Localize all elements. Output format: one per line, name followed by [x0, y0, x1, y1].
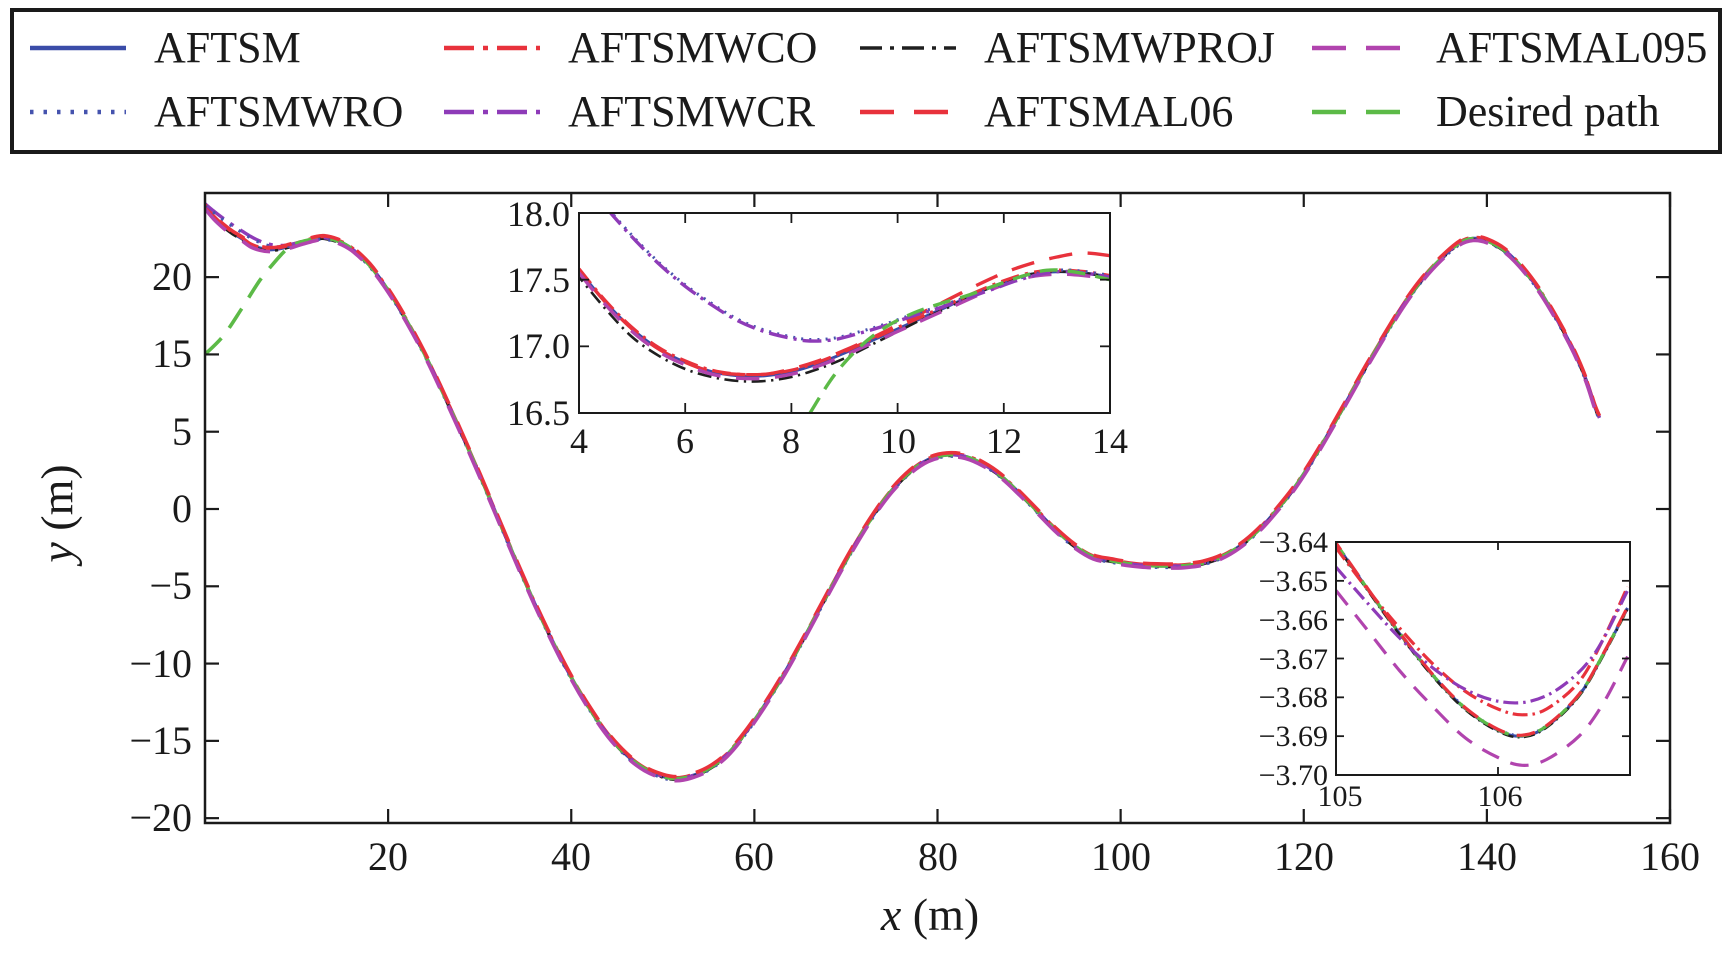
y-axis-label: y (m)	[31, 434, 84, 594]
inset-top-x-tick-label: 14	[1092, 421, 1128, 461]
y-tick-label: −15	[129, 718, 192, 763]
inset-bottom-x-tick-label: 106	[1477, 780, 1523, 813]
legend-item-aftsm: AFTSM	[28, 20, 301, 76]
inset-bottom-x-tick-label: 105	[1317, 780, 1363, 813]
series-aftsmwproj	[206, 206, 1601, 782]
i2-ticks	[1335, 541, 1630, 776]
series-aftsmwcr	[206, 202, 1602, 781]
inset-bottom-y-tick-label: −3.70	[1258, 759, 1328, 792]
inset-bottom-y-tick-label: −3.65	[1258, 565, 1328, 598]
inset-top-y-tick-label: 17.0	[507, 326, 570, 366]
legend-label: AFTSM	[154, 23, 301, 72]
inset-bottom-y-tick-label: −3.66	[1258, 604, 1328, 637]
series-aftsmal06	[580, 251, 1109, 377]
y-tick-label: 5	[172, 409, 192, 454]
desired-path-line-sample-icon	[1312, 109, 1408, 115]
aftsmal095-line-sample-icon	[1312, 45, 1408, 51]
legend-item-aftsmwproj: AFTSMWPROJ	[858, 20, 1275, 76]
x-tick-label: 40	[551, 834, 591, 879]
inset-top-x-tick-label: 10	[880, 421, 916, 461]
y-tick-label: 15	[152, 331, 192, 376]
aftsmwcr-line-sample-icon	[444, 109, 540, 115]
x-tick-label: 20	[368, 834, 408, 879]
series-aftsmwro	[1337, 543, 1629, 737]
aftsmwproj-line-sample-icon	[860, 46, 956, 50]
series-aftsmwproj	[1337, 544, 1629, 739]
legend-label: Desired path	[1436, 87, 1660, 136]
x-tick-label: 120	[1274, 834, 1334, 879]
inset-top-y-tick-label: 16.5	[507, 393, 570, 433]
legend-label: AFTSMAL095	[1436, 23, 1708, 72]
i2-curves	[1337, 543, 1629, 767]
legend-item-aftsmal095: AFTSMAL095	[1310, 20, 1707, 76]
inset-bottom-y-tick-label: −3.68	[1258, 681, 1328, 714]
inset-bottom-y-tick-label: −3.69	[1258, 720, 1328, 753]
i1-ticks	[578, 212, 1111, 414]
legend-item-aftsmwcr: AFTSMWCR	[442, 84, 815, 140]
series-aftsmwcr	[1337, 566, 1629, 705]
y-tick-label: −10	[129, 641, 192, 686]
legend-item-aftsmwro: AFTSMWRO	[28, 84, 403, 140]
y-tick-label: −5	[149, 563, 192, 608]
legend-item-aftsmwco: AFTSMWCO	[442, 20, 817, 76]
series-aftsmwco	[580, 267, 1109, 377]
aftsmwro-line-sample-icon	[30, 109, 126, 115]
series-desired-path	[808, 268, 1109, 412]
x-axis-variable: x	[880, 889, 902, 940]
legend-label: AFTSMAL06	[984, 87, 1234, 136]
legend-label: AFTSMWPROJ	[984, 23, 1275, 72]
series-aftsm	[1337, 543, 1629, 738]
inset-top-x-tick-label: 6	[676, 421, 694, 461]
legend-label: AFTSMWCO	[568, 23, 818, 72]
aftsmwco-line-sample-icon	[444, 45, 540, 51]
series-aftsm	[206, 205, 1602, 781]
x-tick-label: 160	[1640, 834, 1700, 879]
series-aftsmwco	[1337, 546, 1629, 717]
inset-top-y-tick-label: 17.5	[507, 260, 570, 300]
series-aftsmal095	[580, 271, 1109, 381]
y-axis-unit: (m)	[31, 464, 83, 543]
aftsmal06-line-sample-icon	[860, 109, 956, 115]
i2-frame	[1335, 541, 1631, 776]
series-aftsmwco	[206, 204, 1602, 780]
main-ticks	[205, 193, 1672, 823]
legend-item-desired-path: Desired path	[1310, 84, 1660, 140]
y-tick-label: 20	[152, 254, 192, 299]
x-axis-unit: (m)	[901, 889, 980, 940]
series-aftsmal095	[206, 207, 1602, 783]
y-tick-label: −20	[129, 795, 192, 840]
legend-label: AFTSMWCR	[568, 87, 815, 136]
x-axis-label: x (m)	[881, 888, 979, 941]
legend-box: AFTSM AFTSMWRO AFTSMWCO AFTSMWCR AFTSMWP…	[10, 8, 1722, 154]
series-desired-path	[1337, 543, 1629, 738]
legend-label: AFTSMWRO	[154, 87, 404, 136]
series-aftsmal095	[1337, 589, 1629, 767]
aftsm-line-sample-icon	[30, 45, 126, 51]
inset-top-y-tick-label: 18.0	[507, 194, 570, 234]
inset-top-x-tick-label: 8	[782, 421, 800, 461]
x-tick-label: 60	[734, 834, 774, 879]
series-aftsmwcr	[609, 214, 1109, 343]
series-aftsmal06	[1337, 543, 1629, 737]
y-axis-variable: y	[31, 542, 83, 563]
inset-top-x-tick-label: 12	[986, 421, 1022, 461]
main-frame	[203, 191, 1672, 825]
legend-item-aftsmal06: AFTSMAL06	[858, 84, 1233, 140]
inset-bottom-y-tick-label: −3.67	[1258, 643, 1328, 676]
series-aftsmal06	[206, 203, 1602, 779]
y-tick-label: 0	[172, 486, 192, 531]
x-tick-label: 140	[1457, 834, 1517, 879]
inset-top-x-tick-label: 4	[570, 421, 588, 461]
inset-bottom-y-tick-label: −3.64	[1258, 526, 1328, 559]
x-tick-label: 100	[1091, 834, 1151, 879]
main-curves	[206, 202, 1602, 783]
x-tick-label: 80	[918, 834, 958, 879]
i1-curves	[580, 214, 1109, 412]
i1-frame	[578, 212, 1111, 414]
series-aftsmwro	[206, 203, 1601, 782]
